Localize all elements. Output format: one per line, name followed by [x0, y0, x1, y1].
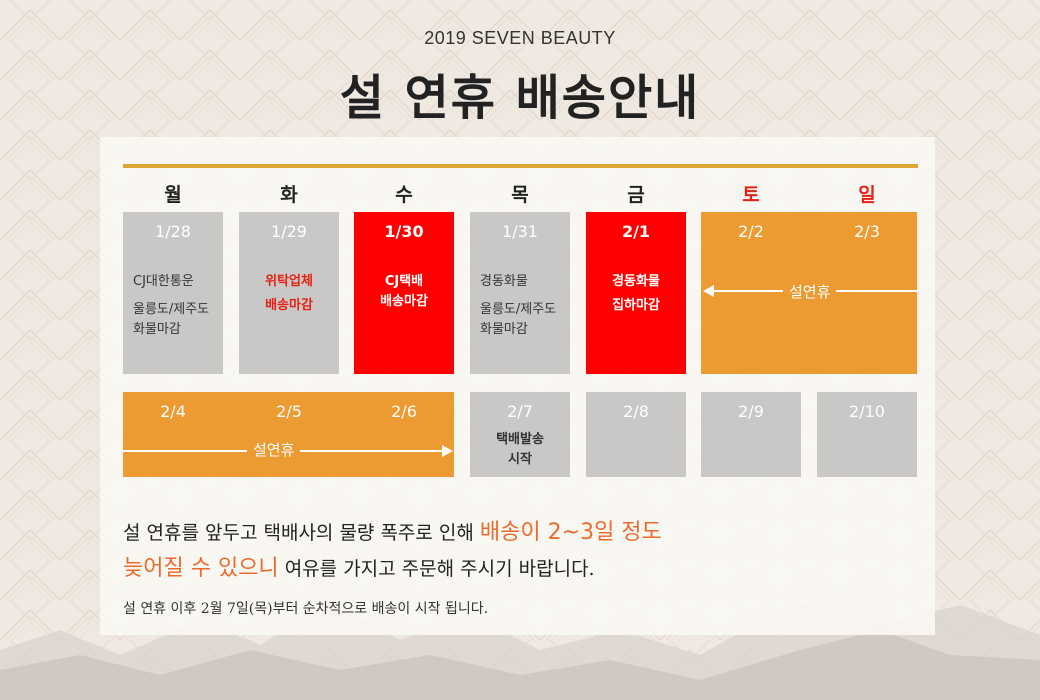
holiday-label: 설연휴	[783, 281, 837, 302]
notice-line-3: 설 연휴 이후 2월 7일(목)부터 순차적으로 배송이 시작 됩니다.	[123, 601, 489, 617]
note-line: 배송마감	[380, 294, 428, 309]
cell-date: 2/7	[507, 402, 533, 421]
note-line: 경동화물	[480, 274, 528, 289]
cell-date: 1/30	[384, 222, 424, 241]
note-line: 배송마감	[265, 298, 313, 313]
cell-date: 2/8	[623, 402, 649, 421]
note-line: 화물마감	[480, 322, 528, 337]
cell-note: 경동화물 집하마감	[586, 272, 686, 316]
cell-date: 1/31	[502, 222, 538, 241]
calendar-cell-0209: 2/9	[701, 392, 801, 477]
note-line: CJ대한통운	[133, 274, 194, 289]
notice-highlight: 배송이 2~3일 정도	[479, 520, 662, 545]
weekday-thu: 목	[511, 184, 529, 206]
cell-date-0206: 2/6	[391, 402, 417, 421]
cell-date-0202: 2/2	[738, 222, 764, 241]
holiday-span-week1: 2/2 2/3 설연휴	[701, 212, 917, 374]
calendar-cell-0208: 2/8	[586, 392, 686, 477]
note-line: 시작	[508, 452, 532, 467]
cell-date: 1/28	[155, 222, 191, 241]
notice-line-1: 설 연휴를 앞두고 택배사의 물량 폭주로 인해 배송이 2~3일 정도	[123, 514, 662, 546]
page-title: 설 연휴 배송안내	[339, 70, 701, 126]
cell-date-0205: 2/5	[276, 402, 302, 421]
weekday-wed: 수	[395, 184, 413, 206]
cell-note: CJ택배 배송마감	[354, 272, 454, 312]
holiday-span-week2: 2/4 2/5 2/6 설연휴	[123, 392, 454, 477]
event-subtitle: 2019 SEVEN BEAUTY	[424, 28, 616, 48]
calendar-cell-0128: 1/28 CJ대한통운 울릉도/제주도 화물마감	[123, 212, 223, 374]
calendar-cell-0201: 2/1 경동화물 집하마감	[586, 212, 686, 374]
weekday-sat: 토	[742, 184, 760, 206]
notice-text: 여유를 가지고 주문해 주시기 바랍니다.	[278, 558, 595, 580]
calendar-cell-0131: 1/31 경동화물 울릉도/제주도 화물마감	[470, 212, 570, 374]
weekday-mon: 월	[164, 184, 182, 206]
note-line: 택배발송	[496, 432, 544, 447]
note-line: CJ택배	[384, 274, 424, 289]
cell-date-0204: 2/4	[160, 402, 186, 421]
note-line: 경동화물	[612, 274, 660, 289]
note-line: 집하마감	[612, 298, 660, 313]
calendar-cell-0130: 1/30 CJ택배 배송마감	[354, 212, 454, 374]
note-line: 화물마감	[133, 322, 181, 337]
cell-note: 위탁업체 배송마감	[239, 272, 339, 316]
notice-highlight: 늦어질 수 있으니	[123, 556, 279, 581]
cell-note: CJ대한통운 울릉도/제주도 화물마감	[133, 272, 209, 340]
weekday-fri: 금	[627, 184, 645, 206]
arrow-right-icon	[442, 445, 453, 457]
calendar-cell-0207: 2/7 택배발송 시작	[470, 392, 570, 477]
calendar-cell-0210: 2/10	[817, 392, 917, 477]
cell-date-0203: 2/3	[854, 222, 880, 241]
weekday-tue: 화	[280, 184, 298, 206]
note-line: 위탁업체	[265, 274, 313, 289]
arrow-left-icon	[703, 285, 714, 297]
notice-line-2: 늦어질 수 있으니 여유를 가지고 주문해 주시기 바랍니다.	[123, 550, 595, 582]
weekday-sun: 일	[858, 184, 876, 206]
cell-date: 2/10	[849, 402, 885, 421]
cell-date: 2/1	[621, 222, 651, 241]
cell-date: 1/29	[271, 222, 307, 241]
note-line: 울릉도/제주도	[480, 302, 557, 317]
note-line: 울릉도/제주도	[133, 302, 210, 317]
cell-note: 경동화물 울릉도/제주도 화물마감	[480, 272, 556, 340]
notice-text: 설 연휴를 앞두고 택배사의 물량 폭주로 인해	[123, 522, 480, 544]
holiday-label: 설연휴	[247, 439, 301, 460]
calendar-top-rule	[123, 164, 918, 168]
cell-note: 택배발송 시작	[470, 430, 570, 470]
calendar-cell-0129: 1/29 위탁업체 배송마감	[239, 212, 339, 374]
cell-date: 2/9	[738, 402, 764, 421]
